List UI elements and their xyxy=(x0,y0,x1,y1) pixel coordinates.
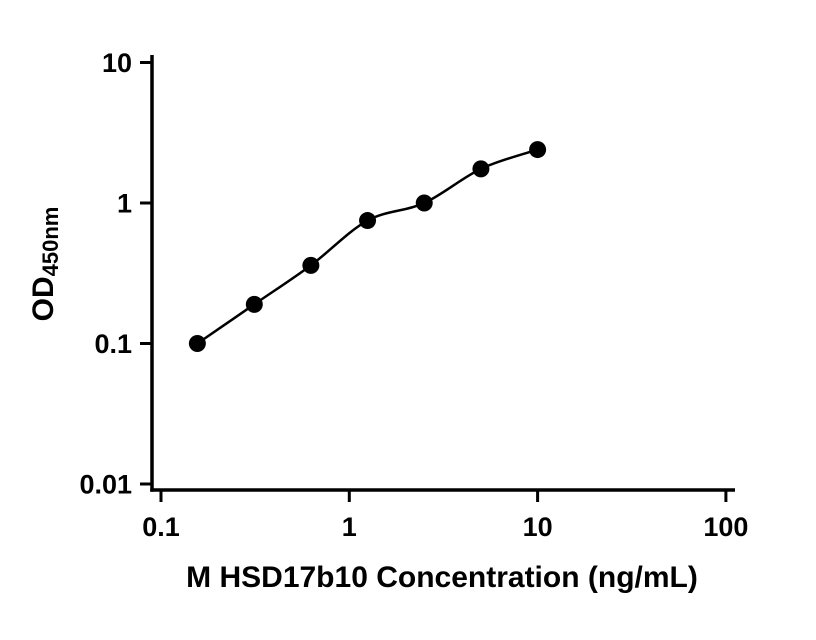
x-tick-label: 0.1 xyxy=(142,512,180,542)
y-tick-label: 0.1 xyxy=(94,329,132,359)
data-point xyxy=(529,141,547,159)
data-point xyxy=(415,194,433,212)
y-axis-title-main: OD xyxy=(27,276,60,322)
x-axis-title: M HSD17b10 Concentration (ng/mL) xyxy=(186,561,698,594)
x-tick-label: 1 xyxy=(342,512,357,542)
y-axis-title-sub: 450nm xyxy=(38,206,63,277)
data-point xyxy=(359,212,377,230)
y-tick-label: 1 xyxy=(117,189,132,219)
data-point xyxy=(188,335,206,352)
data-point xyxy=(245,295,263,313)
data-point xyxy=(302,256,320,274)
x-tick-label: 100 xyxy=(703,512,748,542)
x-tick-label: 10 xyxy=(523,512,553,542)
data-point xyxy=(472,160,490,178)
y-tick-label: 0.01 xyxy=(79,470,132,500)
fit-curve xyxy=(196,148,539,345)
y-tick-label: 10 xyxy=(102,48,132,78)
y-axis-title: OD450nm xyxy=(27,206,63,322)
